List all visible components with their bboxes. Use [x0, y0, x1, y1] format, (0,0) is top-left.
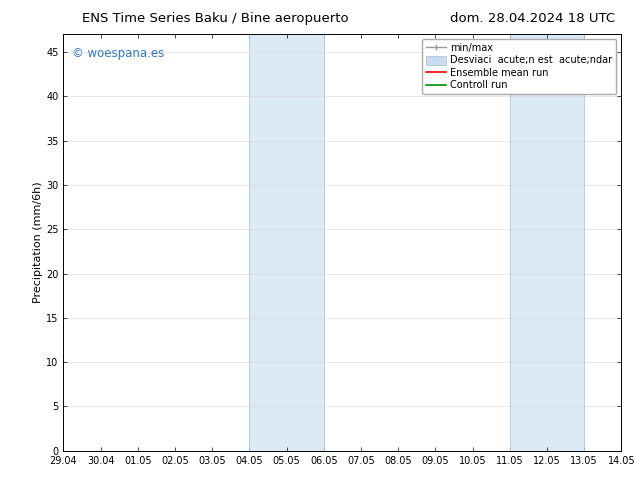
Y-axis label: Precipitation (mm/6h): Precipitation (mm/6h)	[33, 182, 43, 303]
Text: dom. 28.04.2024 18 UTC: dom. 28.04.2024 18 UTC	[450, 12, 615, 25]
Legend: min/max, Desviaci  acute;n est  acute;ndar, Ensemble mean run, Controll run: min/max, Desviaci acute;n est acute;ndar…	[422, 39, 616, 94]
Bar	[249, 34, 324, 451]
Text: ENS Time Series Baku / Bine aeropuerto: ENS Time Series Baku / Bine aeropuerto	[82, 12, 349, 25]
Text: © woespana.es: © woespana.es	[72, 47, 164, 60]
Bar	[510, 34, 584, 451]
